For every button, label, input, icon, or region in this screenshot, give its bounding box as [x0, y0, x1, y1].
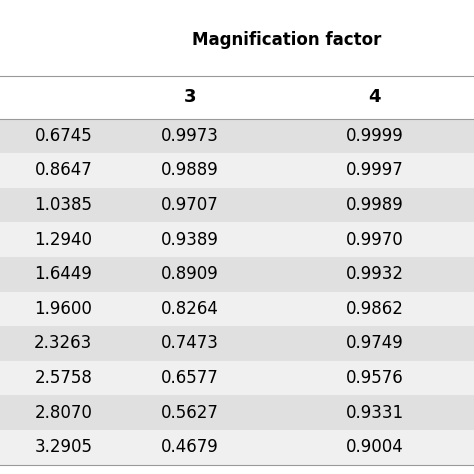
Text: 0.8264: 0.8264: [161, 300, 219, 318]
Text: 0.9749: 0.9749: [346, 335, 403, 352]
Text: 0.5627: 0.5627: [161, 404, 219, 421]
Bar: [0, 395, 474, 430]
Bar: [0, 222, 474, 257]
Text: 1.9600: 1.9600: [35, 300, 92, 318]
Text: 0.9989: 0.9989: [346, 196, 403, 214]
Text: 3: 3: [183, 88, 196, 106]
Text: 0.8647: 0.8647: [35, 162, 92, 179]
Bar: [0, 188, 474, 222]
Text: 0.9707: 0.9707: [161, 196, 219, 214]
Text: 0.9932: 0.9932: [346, 265, 403, 283]
Text: 0.9389: 0.9389: [161, 231, 219, 248]
Bar: [0, 76, 474, 118]
Text: 0.9973: 0.9973: [161, 127, 219, 145]
Text: 0.9997: 0.9997: [346, 162, 403, 179]
Bar: [0, 292, 474, 326]
Text: 0.7473: 0.7473: [161, 335, 219, 352]
Bar: [0, 430, 474, 465]
Text: 0.9862: 0.9862: [346, 300, 403, 318]
Text: 0.9889: 0.9889: [161, 162, 219, 179]
Bar: [0, 118, 474, 153]
Bar: [0, 153, 474, 188]
Text: 0.8909: 0.8909: [161, 265, 219, 283]
Text: 2.5758: 2.5758: [35, 369, 92, 387]
Bar: [0, 257, 474, 292]
Text: 4: 4: [368, 88, 381, 106]
Text: 0.9331: 0.9331: [346, 404, 403, 421]
Text: 1.2940: 1.2940: [35, 231, 92, 248]
Text: 0.9576: 0.9576: [346, 369, 403, 387]
Text: Magnification factor: Magnification factor: [192, 31, 382, 49]
Text: 2.8070: 2.8070: [35, 404, 92, 421]
Text: 0.4679: 0.4679: [161, 438, 219, 456]
Text: 0.9999: 0.9999: [346, 127, 403, 145]
Text: 0.6745: 0.6745: [35, 127, 92, 145]
Text: 0.9004: 0.9004: [346, 438, 403, 456]
Bar: [0, 326, 474, 361]
Text: 2.3263: 2.3263: [34, 335, 92, 352]
Text: 3.2905: 3.2905: [35, 438, 92, 456]
Bar: [0, 361, 474, 395]
Text: 0.6577: 0.6577: [161, 369, 219, 387]
Text: 1.0385: 1.0385: [35, 196, 92, 214]
Text: 1.6449: 1.6449: [35, 265, 92, 283]
Text: 0.9970: 0.9970: [346, 231, 403, 248]
